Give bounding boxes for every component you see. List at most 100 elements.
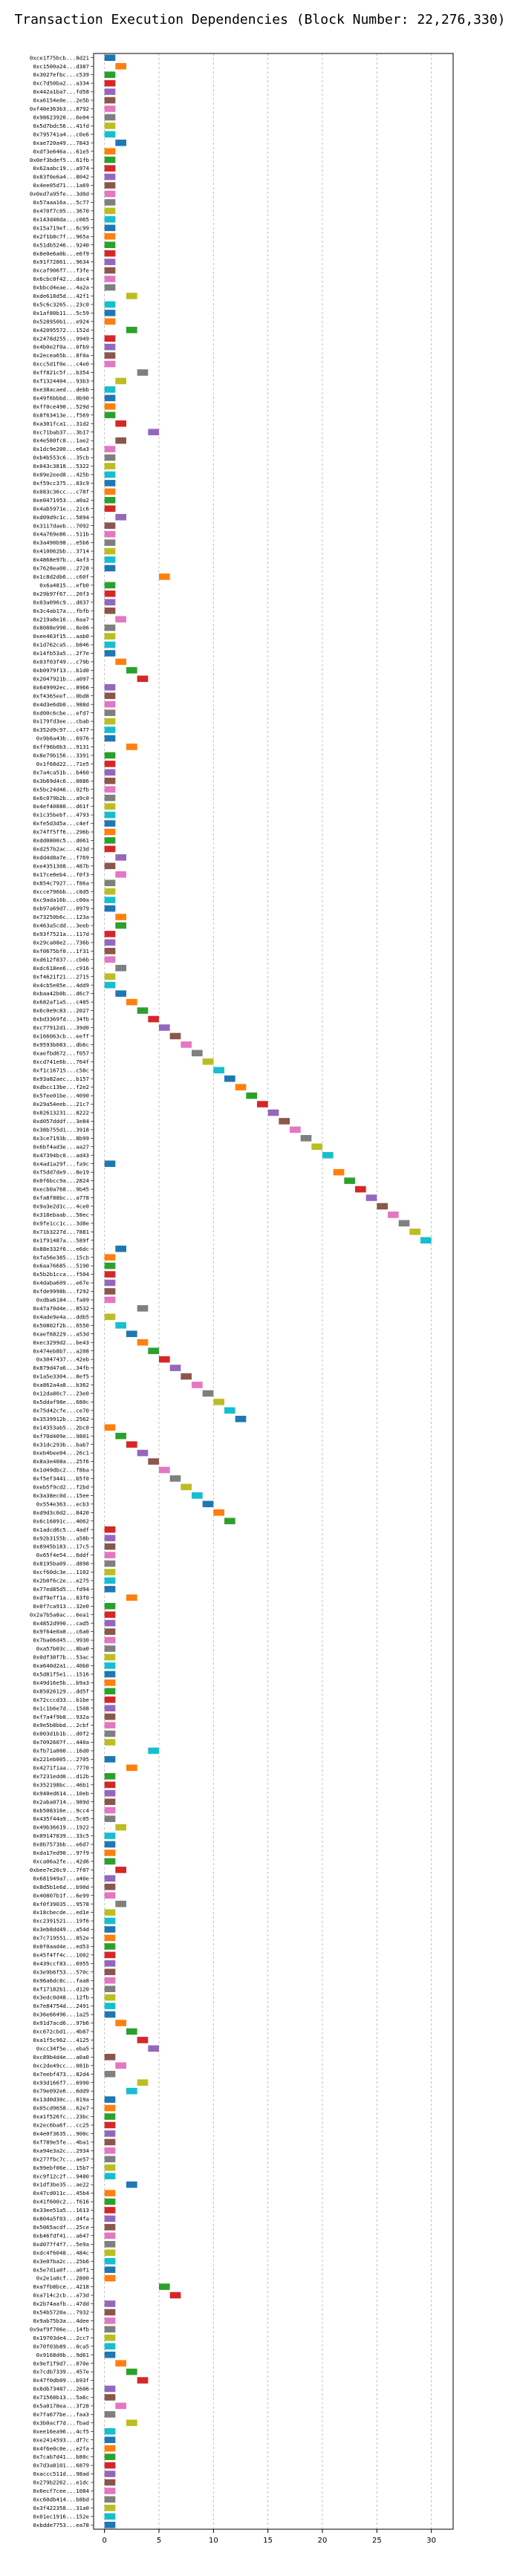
transaction-bar (322, 1151, 334, 1159)
transaction-bar (104, 2385, 116, 2393)
transaction-bar (159, 2283, 170, 2290)
transaction-bar (279, 1118, 290, 1125)
transaction-bar (126, 1330, 137, 1338)
y-tick-label: 0x6cbc0f42...dac4 (33, 276, 89, 282)
y-tick-label: 0x2aba0714...989d (33, 1798, 89, 1805)
transaction-bar (213, 1509, 224, 1516)
y-tick-label: 0xa1f526fc...23bc (33, 2113, 89, 2120)
transaction-bar (104, 956, 116, 963)
y-tick-label: 0x71560b13...5a6c (33, 2394, 89, 2401)
transaction-bar (126, 326, 137, 334)
y-tick-label: 0x93f7521a...117d (33, 931, 89, 937)
transaction-bar (115, 420, 126, 427)
transaction-bar (104, 888, 116, 895)
y-tick-label: 0x9e5b8bbd...2cbf (33, 1722, 89, 1728)
y-tick-label: 0xe0471953...a0a2 (33, 497, 89, 504)
y-tick-label: 0x03a096c9...d837 (33, 599, 89, 605)
y-tick-label: 0xc77912d1...39d0 (33, 1024, 89, 1031)
transaction-bar (104, 1288, 116, 1295)
y-tick-label: 0x01ec1916...152e (33, 2513, 89, 2520)
y-tick-label: 0xfde9998b...f292 (33, 1288, 89, 1295)
transaction-bar (115, 658, 126, 666)
y-tick-label: 0x33ee51a5...1613 (33, 2207, 89, 2214)
y-tick-label: 0x7fa677be...faa3 (33, 2411, 89, 2418)
transaction-bar (115, 1824, 126, 1831)
transaction-bar (104, 241, 116, 249)
transaction-bar (104, 735, 116, 742)
y-tick-label: 0x83f0e6a4...8042 (33, 174, 89, 180)
y-tick-label: 0xee16ea96...4cf5 (33, 2428, 89, 2435)
y-tick-label: 0x410062bb...3714 (33, 548, 89, 555)
y-tick-label: 0x14fb53a5...2f7e (33, 650, 89, 657)
y-tick-label: 0x82613231...8222 (33, 1110, 89, 1116)
y-tick-label: 0x4daba609...e67e (33, 1280, 89, 1287)
transaction-bar (104, 148, 116, 155)
transaction-bar (104, 1552, 116, 1558)
y-tick-label: 0xa1f5c962...4125 (33, 2037, 89, 2043)
transaction-bar (104, 1934, 116, 1942)
transaction-bar (104, 446, 116, 452)
y-tick-label: 0x083c36cc...c78f (33, 488, 89, 495)
y-tick-label: 0x439ccf83...6955 (33, 1960, 89, 1967)
transaction-bar (115, 1900, 126, 1907)
transaction-bar (104, 709, 116, 716)
transaction-bar (104, 216, 116, 223)
transaction-bar (148, 1458, 159, 1465)
transaction-bar (104, 88, 116, 95)
y-tick-label: 0x4271f1aa...7770 (33, 1765, 89, 1772)
transaction-bar (115, 2402, 126, 2410)
y-tick-label: 0x4ee05d71...1a69 (33, 182, 89, 189)
y-tick-label: 0xa862a4a8...b362 (33, 1382, 89, 1388)
transaction-bar (115, 964, 126, 972)
y-tick-label: 0x1dc9e200...e6a3 (33, 446, 89, 452)
y-tick-label: 0xeb4bee04...26c1 (33, 1450, 89, 1457)
y-tick-label: 0x4ef40880...d61f (33, 803, 89, 810)
transaction-bar (104, 2054, 116, 2061)
y-tick-label: 0xe38acaed...debb (33, 386, 89, 393)
y-tick-label: 0x0f6bcc9a...2824 (33, 1177, 89, 1184)
y-tick-label: 0xd257b2ac...423d (33, 846, 89, 853)
transaction-bar (104, 897, 116, 903)
transaction-bar (104, 105, 116, 112)
y-tick-label: 0x528950b1...e924 (33, 318, 89, 325)
y-tick-label: 0xc60db414...b8bd (33, 2497, 89, 2503)
y-tick-label: 0x3047437...42eb (36, 1356, 90, 1363)
y-tick-label: 0xf4365eef...0bd8 (33, 692, 89, 699)
y-tick-label: 0x2e1a8cf...2800 (36, 2275, 89, 2282)
transaction-bar (104, 692, 116, 700)
y-tick-label: 0x7eebf473...82d4 (33, 2071, 89, 2078)
y-tick-label: 0x93d166f7...6990 (33, 2079, 89, 2086)
y-tick-label: 0x681949a7...a40e (33, 1875, 89, 1881)
transaction-bar (104, 284, 116, 291)
y-tick-label: 0x6a4815...efb0 (39, 582, 89, 588)
transaction-bar (126, 1594, 137, 1601)
y-tick-label: 0x09147839...33c5 (33, 1832, 89, 1839)
y-tick-label: 0x5ddaf98e...680c (33, 1399, 89, 1405)
transaction-bar (126, 667, 137, 674)
y-tick-label: 0x49b36619...1922 (33, 1824, 89, 1831)
y-tick-label: 0x7cab7d41...b80c (33, 2453, 89, 2460)
y-tick-label: 0x9ef1f9d7...070e (33, 2360, 89, 2367)
transaction-bar (104, 786, 116, 793)
transaction-bar (104, 1577, 116, 1584)
y-tick-label: 0x221eb005...2705 (33, 1756, 89, 1763)
y-tick-label: 0xbbcd4eae...4a2a (33, 284, 89, 291)
y-tick-labels: 0xce1f75bcb...8d21 0xc1500a24...d3870x302… (30, 54, 94, 2528)
transaction-bar (104, 1696, 116, 1703)
transaction-bar (115, 377, 126, 385)
transaction-bar (388, 1211, 399, 1218)
y-tick-label: 0xdba6184...fa09 (36, 1297, 89, 1304)
y-tick-label: 0xce1f75bcb...8d21 (30, 54, 89, 61)
y-tick-label: 0x91d7acd6...97b6 (33, 2020, 89, 2026)
y-tick-label: 0x79e092e6...6dd9 (33, 2088, 89, 2095)
transaction-bar (104, 156, 116, 163)
y-tick-label: 0x65f4e54...6ddf (36, 1552, 89, 1558)
transaction-bar (104, 2138, 116, 2146)
y-tick-label: 0x879d47a6...34fb (33, 1365, 89, 1371)
y-tick-label: 0x0f0aad4e...ed53 (33, 1943, 89, 1950)
transaction-bar (104, 2104, 116, 2112)
transaction-bar (104, 2224, 116, 2231)
transaction-bar (104, 650, 116, 657)
transaction-bar (104, 1619, 116, 1627)
transaction-bar (104, 726, 116, 733)
